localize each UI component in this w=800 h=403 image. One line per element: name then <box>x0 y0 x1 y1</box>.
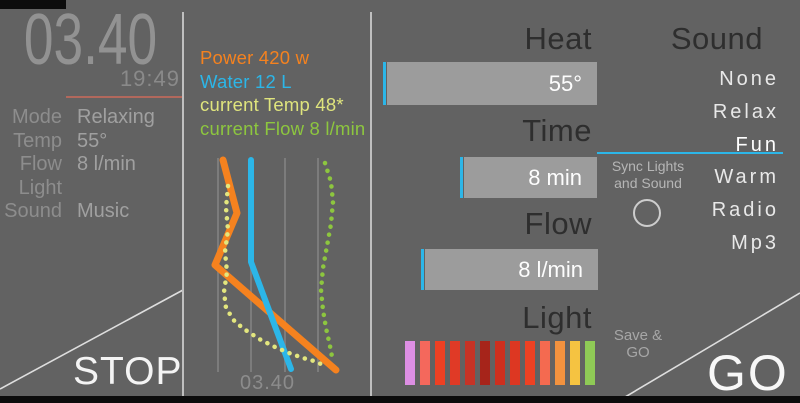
status-label: Light <box>18 176 62 199</box>
time-slider-handle[interactable] <box>460 157 463 198</box>
session-chart <box>211 156 340 374</box>
legend-item: Water 12 L <box>200 70 292 92</box>
light-swatch-7[interactable] <box>495 341 505 385</box>
light-swatch-13[interactable] <box>585 341 595 385</box>
sound-list: None Relax Fun Warm Radio Mp3 <box>712 63 779 260</box>
save-and-go-line1: Save & <box>613 327 663 344</box>
sound-option-warm[interactable]: Warm <box>714 166 779 189</box>
sound-title: Sound <box>670 21 763 56</box>
go-button[interactable]: GO <box>707 345 789 401</box>
sync-toggle[interactable] <box>633 199 661 227</box>
sound-option-mp3[interactable]: Mp3 <box>731 231 779 254</box>
panel-divider-left <box>182 12 184 396</box>
light-swatch-8[interactable] <box>510 341 520 385</box>
heat-slider[interactable]: 55° <box>383 62 597 105</box>
status-label: Mode <box>11 106 62 128</box>
elapsed-time: 03.40 <box>23 0 157 80</box>
status-list: Mode Relaxing Temp 55° Flow 8 l/min Light Sound… <box>0 106 178 224</box>
light-swatch-5[interactable] <box>465 341 475 385</box>
legend-item: Power 420 w <box>200 47 310 68</box>
light-swatch-11[interactable] <box>555 341 565 385</box>
light-swatch-3[interactable] <box>435 341 445 385</box>
time-title: Time <box>522 113 592 148</box>
light-title: Light <box>522 300 592 335</box>
heat-value: 55° <box>548 70 582 96</box>
panel-divider-right <box>370 12 372 396</box>
status-row: Light <box>0 177 178 201</box>
status-value: 8 l/min <box>77 153 136 175</box>
sound-option-radio[interactable]: Radio <box>711 199 779 222</box>
light-swatch-2[interactable] <box>420 341 430 385</box>
flow-slider[interactable]: 8 l/min <box>421 249 598 290</box>
light-swatch-1[interactable] <box>405 341 415 385</box>
chart-time-label: 03.40 <box>240 372 296 394</box>
light-swatch-4[interactable] <box>450 341 460 385</box>
clock-time: 19:49 <box>119 66 180 91</box>
sound-option-relax[interactable]: Relax <box>712 100 779 123</box>
status-value: Relaxing <box>77 106 155 128</box>
save-and-go-line2: GO <box>626 344 650 361</box>
heat-slider-handle[interactable] <box>383 62 386 105</box>
top-matte-bar <box>0 0 66 9</box>
sound-option-none[interactable]: None <box>719 68 779 90</box>
status-row: Flow 8 l/min <box>0 153 178 177</box>
clock-underline <box>66 96 183 98</box>
flow-slider-bar[interactable]: 8 l/min <box>425 249 598 290</box>
sound-option-fun[interactable]: Fun <box>735 133 779 156</box>
heat-title: Heat <box>524 21 592 56</box>
chart-series-current-temp <box>221 183 324 367</box>
light-swatch-10[interactable] <box>540 341 550 385</box>
sync-label-line2: and Sound <box>614 175 682 191</box>
status-row: Temp 55° <box>0 130 178 154</box>
sound-selected-underline <box>597 152 783 154</box>
time-value: 8 min <box>528 164 582 190</box>
status-label: Flow <box>19 153 62 175</box>
legend-item: current Temp 48* <box>200 94 344 116</box>
light-swatches <box>405 341 595 385</box>
chart-series-current-flow <box>318 160 336 365</box>
flow-title: Flow <box>524 206 592 241</box>
status-label: Temp <box>13 129 62 152</box>
flow-value: 8 l/min <box>518 256 583 282</box>
flow-slider-handle[interactable] <box>421 249 424 290</box>
sync-label: Sync Lights and Sound <box>598 158 698 192</box>
status-row: Sound Music <box>0 200 178 224</box>
status-value: Music <box>77 200 130 222</box>
chart-series-water <box>248 157 294 372</box>
status-value: 55° <box>77 129 108 152</box>
status-label: Sound <box>4 200 62 222</box>
time-slider-bar[interactable]: 8 min <box>464 157 597 198</box>
bottom-matte-bar <box>0 396 800 403</box>
save-and-go-button[interactable]: Save & GO <box>600 327 676 361</box>
stop-button[interactable]: STOP <box>73 350 183 393</box>
light-swatch-12[interactable] <box>570 341 580 385</box>
status-row: Mode Relaxing <box>0 106 178 130</box>
time-slider[interactable]: 8 min <box>460 157 597 198</box>
light-swatch-6[interactable] <box>480 341 490 385</box>
light-swatch-9[interactable] <box>525 341 535 385</box>
sync-label-line1: Sync Lights <box>611 158 685 174</box>
legend-item: current Flow 8 l/min <box>200 118 366 140</box>
heat-slider-bar[interactable]: 55° <box>387 62 597 105</box>
